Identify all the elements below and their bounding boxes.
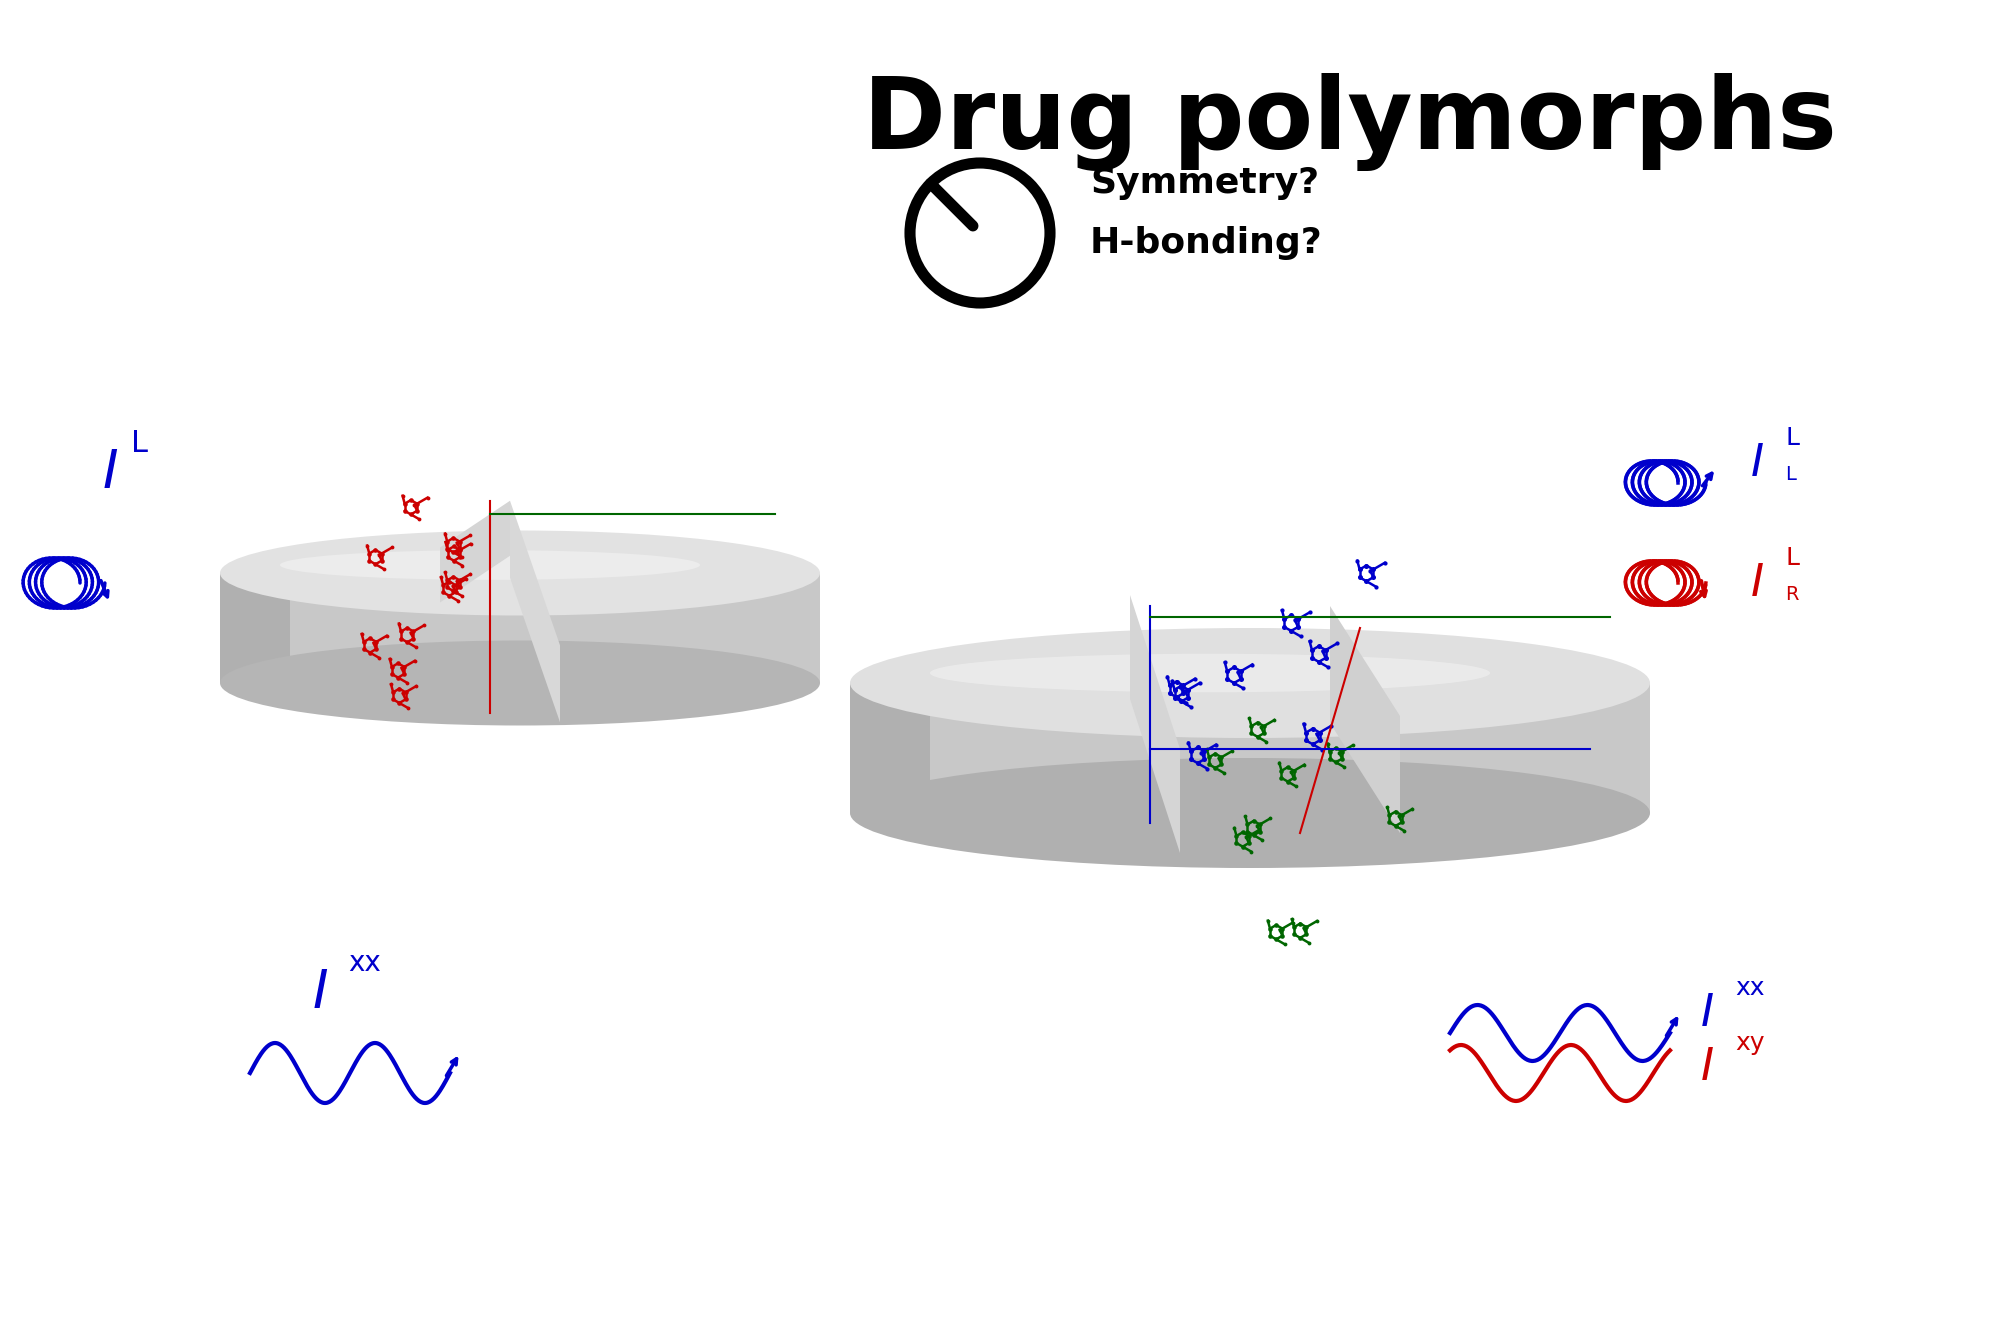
Polygon shape (220, 573, 820, 682)
Text: H-bonding?: H-bonding? (1090, 227, 1322, 260)
Polygon shape (1330, 607, 1400, 833)
Polygon shape (440, 501, 510, 603)
Polygon shape (510, 501, 560, 722)
Text: $\mathit{I}$: $\mathit{I}$ (1700, 1046, 1714, 1089)
Polygon shape (850, 682, 1650, 813)
Polygon shape (220, 573, 290, 682)
Text: $\mathit{I}$: $\mathit{I}$ (312, 966, 328, 1018)
Ellipse shape (220, 640, 820, 725)
Text: L: L (1786, 465, 1796, 484)
Ellipse shape (930, 653, 1490, 692)
Text: xx: xx (1736, 976, 1764, 1000)
Ellipse shape (220, 531, 820, 616)
Text: Symmetry?: Symmetry? (1090, 167, 1320, 200)
Ellipse shape (850, 628, 1650, 738)
Text: xy: xy (1736, 1030, 1764, 1054)
Text: Drug polymorphs: Drug polymorphs (864, 73, 1836, 171)
Text: L: L (1786, 547, 1800, 571)
Text: xx: xx (348, 949, 382, 977)
Text: $\mathit{I}$: $\mathit{I}$ (1700, 992, 1714, 1034)
Polygon shape (1130, 595, 1180, 853)
Ellipse shape (850, 758, 1650, 868)
Text: R: R (1786, 585, 1798, 604)
Text: L: L (1786, 427, 1800, 451)
Text: $\mathit{I}$: $\mathit{I}$ (1750, 441, 1764, 484)
Polygon shape (850, 682, 930, 813)
Ellipse shape (280, 551, 700, 580)
Text: L: L (132, 428, 148, 457)
Text: $\mathit{I}$: $\mathit{I}$ (102, 447, 118, 499)
Text: $\mathit{I}$: $\mathit{I}$ (1750, 561, 1764, 604)
